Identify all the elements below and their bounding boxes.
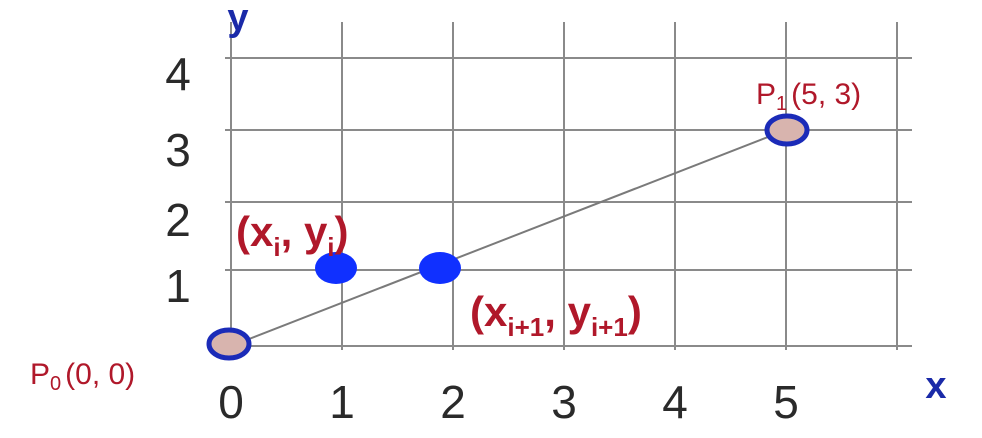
pixel-i1-y-sub: i+1 xyxy=(591,312,628,342)
pixel-i1-y: y xyxy=(568,288,592,335)
pixel-i-x-sub: i xyxy=(273,232,280,262)
endpoint-p1-coords: (5, 3) xyxy=(791,78,861,111)
paren-close: ) xyxy=(628,288,642,335)
paren-open: ( xyxy=(236,208,250,255)
pixel-i-plus-1-label: (xi+1, yi+1) xyxy=(470,288,642,342)
x-axis-label: x xyxy=(925,365,946,407)
endpoint-p0-coords: (0, 0) xyxy=(65,358,135,391)
y-tick-label: 2 xyxy=(165,194,191,246)
y-tick-label: 1 xyxy=(165,260,191,312)
endpoint-p0-name: P xyxy=(30,358,50,391)
endpoint-p0-subscript: 0 xyxy=(50,373,61,395)
x-tick-label: 2 xyxy=(440,376,466,428)
pixel-i1-x: x xyxy=(484,288,508,335)
x-tick-label: 1 xyxy=(329,376,355,428)
endpoint-p1 xyxy=(764,113,810,147)
x-tick-label: 5 xyxy=(773,376,799,428)
endpoint-p0 xyxy=(206,327,252,361)
y-axis-label: y xyxy=(227,0,248,39)
x-tick-label: 0 xyxy=(218,376,244,428)
x-tick-labels: 0 1 2 3 4 5 xyxy=(218,376,799,428)
endpoint-p1-subscript: 1 xyxy=(776,93,787,115)
endpoint-p1-label: P1 (5, 3) xyxy=(756,78,861,115)
x-tick-label: 3 xyxy=(551,376,577,428)
y-tick-label: 3 xyxy=(165,124,191,176)
pixel-i-x: x xyxy=(250,208,274,255)
pixel-i-y: y xyxy=(304,208,328,255)
paren-open: ( xyxy=(470,288,484,335)
y-tick-label: 4 xyxy=(165,48,191,100)
x-tick-label: 4 xyxy=(662,376,688,428)
line-segment xyxy=(230,129,787,347)
pixel-i-label: (xi, yi) xyxy=(236,208,349,262)
paren-close: ) xyxy=(335,208,349,255)
pixel-i-y-sub: i xyxy=(327,232,334,262)
comma: , xyxy=(281,208,304,255)
comma: , xyxy=(544,288,567,335)
y-tick-labels: 1 2 3 4 xyxy=(165,48,191,312)
pixel-point-i xyxy=(315,252,357,284)
endpoint-p1-name: P xyxy=(756,78,776,111)
pixel-i1-x-sub: i+1 xyxy=(507,312,544,342)
pixel-point-i-plus-1 xyxy=(419,252,461,284)
endpoint-p0-label: P0 (0, 0) xyxy=(30,358,135,395)
